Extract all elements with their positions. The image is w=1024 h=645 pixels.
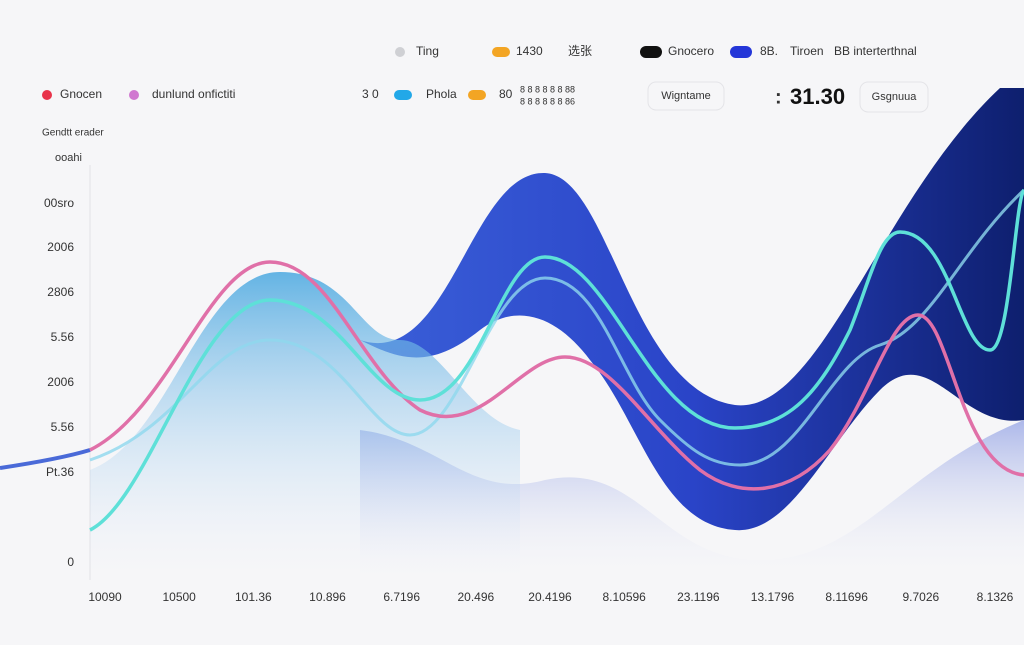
button-label[interactable]: Wigntame <box>661 90 711 102</box>
button[interactable] <box>647 81 725 111</box>
legend-dot <box>395 47 405 57</box>
x-tick-label: 101.36 <box>235 590 272 604</box>
y-tick-label: 2006 <box>47 240 74 254</box>
big-value: 31.30 <box>790 84 845 109</box>
y-tick-label: 5.56 <box>51 420 75 434</box>
legend-label: 3 0 <box>362 87 379 101</box>
legend-pill <box>394 90 412 100</box>
dark-band <box>360 88 1024 531</box>
x-tick-label: 8.10596 <box>602 590 646 604</box>
axis-title: Gendtt erader <box>42 128 104 139</box>
legend-dot <box>42 90 52 100</box>
y-tick-label: 2006 <box>47 375 74 389</box>
legend-label: 选张 <box>568 44 592 58</box>
x-tick-label: 8.11696 <box>825 590 868 604</box>
y-tick-label: 00sro <box>44 196 74 210</box>
legend-label: dunlund onfictiti <box>152 87 235 101</box>
x-tick-label: 10500 <box>162 590 196 604</box>
y-tick-label: 5.56 <box>51 330 75 344</box>
y-tick-label: 2806 <box>47 285 74 299</box>
line-cyan <box>89 188 1024 532</box>
x-tick-label: 23.1196 <box>677 590 720 604</box>
x-tick-label: 10.896 <box>309 590 346 604</box>
legend-label: 8 8 8 8 8 8 88 <box>520 84 575 94</box>
button[interactable] <box>859 81 929 113</box>
legend-pill <box>730 46 752 58</box>
line-pink <box>89 260 1024 491</box>
legend-label: Ting <box>416 44 439 58</box>
button-label[interactable]: Gsgnuua <box>872 91 918 103</box>
x-tick-label: 20.4196 <box>528 590 572 604</box>
axis-title: ooahi <box>55 152 82 164</box>
x-tick-label: 10090 <box>88 590 122 604</box>
light-area <box>90 272 520 580</box>
legend-label: Tiroen <box>790 44 824 58</box>
legend-label: 80 <box>499 87 513 101</box>
legend-pill <box>492 47 510 57</box>
x-tick-label: 8.1326 <box>977 590 1014 604</box>
legend-label: BB interterthnal <box>834 44 917 58</box>
legend-label: 8 8 8 8 8 8 86 <box>520 96 575 106</box>
legend-pill <box>640 46 662 58</box>
legend-label: Gnocero <box>668 44 714 58</box>
legend-label: 8B. <box>760 44 778 58</box>
x-tick-label: 6.7196 <box>383 590 420 604</box>
line-pale <box>89 188 1024 467</box>
value-prefix: : <box>775 86 782 108</box>
x-tick-label: 13.1796 <box>751 590 795 604</box>
legend-label: Gnocen <box>60 87 102 101</box>
line-stub <box>0 448 91 470</box>
area-haze <box>360 420 1024 580</box>
x-tick-label: 9.7026 <box>902 590 939 604</box>
y-tick-label: 0 <box>67 555 74 569</box>
x-tick-label: 20.496 <box>457 590 494 604</box>
legend-dot <box>129 90 139 100</box>
legend-label: 1430 <box>516 44 543 58</box>
legend-label: Phola <box>426 87 457 101</box>
legend-pill <box>468 90 486 100</box>
y-tick-label: Pt.36 <box>46 465 74 479</box>
